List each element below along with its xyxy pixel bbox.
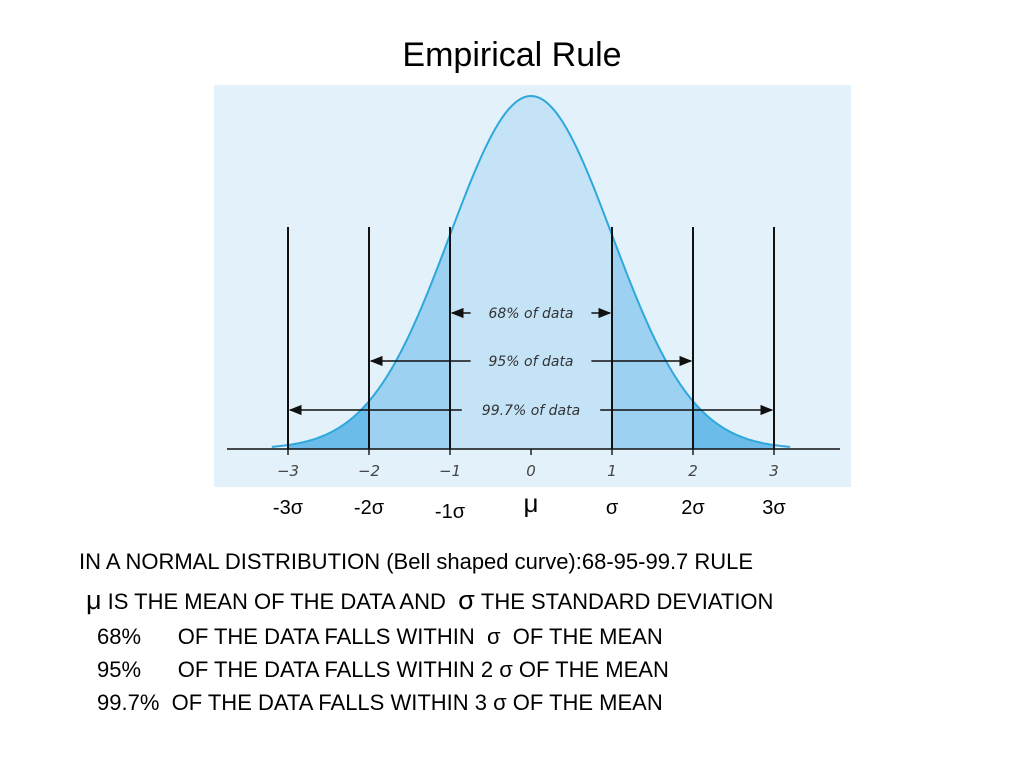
x-tick-label: −1 <box>439 462 461 480</box>
rule-heading: IN A NORMAL DISTRIBUTION (Bell shaped cu… <box>79 549 754 574</box>
mu-symbol: μ <box>86 585 102 615</box>
bell-curve <box>271 94 791 448</box>
rule-95-line: 95% OF THE DATA FALLS WITHIN 2 σ OF THE … <box>97 657 669 682</box>
sigma-label: 2σ <box>681 497 705 519</box>
sigma-label: -2σ <box>353 497 385 519</box>
x-tick-label: 1 <box>607 462 617 480</box>
x-tick-label: −3 <box>277 462 299 480</box>
rule-68-line: 68% OF THE DATA FALLS WITHIN σ OF THE ME… <box>97 624 663 649</box>
interval-label: 95% of data <box>488 354 573 370</box>
mean-sd-definition: μ IS THE MEAN OF THE DATA AND σ THE STAN… <box>86 586 773 616</box>
sigma-symbol: σ <box>458 585 475 615</box>
sigma-label: -1σ <box>434 501 466 523</box>
sigma-label: σ <box>605 497 619 519</box>
sigma-label: -3σ <box>272 497 304 519</box>
sigma-label: 3σ <box>762 497 786 519</box>
area-inner-band <box>450 96 612 449</box>
x-tick-label: 3 <box>769 462 779 480</box>
normal-distribution-chart: −3 −2 −1 0 1 2 3 68% of data 95% of data 99.7% of… <box>214 85 851 487</box>
interval-label: 68% of data <box>488 306 573 322</box>
x-tick-label: 2 <box>688 462 698 480</box>
sd-definition-text: THE STANDARD DEVIATION <box>474 589 774 614</box>
sigma-label: μ <box>523 488 539 518</box>
x-tick-label: 0 <box>526 462 536 480</box>
interval-label: 99.7% of data <box>482 403 580 419</box>
slide-title: Empirical Rule <box>402 36 622 74</box>
x-tick-label: −2 <box>358 462 380 480</box>
mean-definition-text: IS THE MEAN OF THE DATA AND <box>101 589 459 614</box>
rule-99-7-line: 99.7% OF THE DATA FALLS WITHIN 3 σ OF TH… <box>97 690 663 715</box>
